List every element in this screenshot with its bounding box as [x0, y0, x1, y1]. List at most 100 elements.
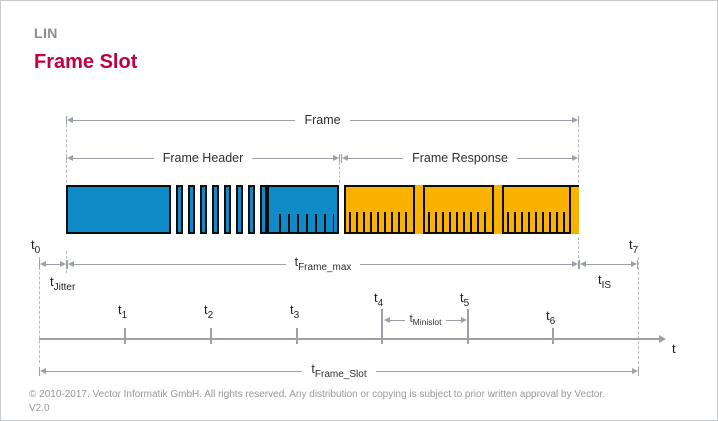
- frame-header-label: Frame Header: [162, 151, 244, 165]
- arrowhead-left-icon: [384, 317, 390, 323]
- bit-ticks: [507, 212, 566, 232]
- arrowhead-left-icon: [67, 117, 73, 123]
- page-title: Frame Slot: [34, 51, 138, 73]
- label-t-frame-slot: tFrame_Slot: [311, 362, 367, 380]
- dashed-line-t0: [39, 257, 40, 363]
- measure-line: [516, 157, 572, 159]
- arrowhead-right-icon: [631, 261, 637, 267]
- sync-pulse: [248, 185, 255, 234]
- sync-pulse: [260, 185, 267, 234]
- sync-pulse: [212, 185, 219, 234]
- bit-ticks: [279, 214, 334, 232]
- pid-field-block: [267, 185, 339, 234]
- frame-measure: Frame: [66, 113, 579, 127]
- sync-pulse: [200, 185, 207, 234]
- measure-endbar: [66, 259, 67, 269]
- tick-t2: [210, 328, 212, 344]
- measure-endbar: [637, 259, 638, 269]
- label-axis-t: t: [672, 341, 676, 356]
- sync-pulse: [176, 185, 183, 234]
- arrowhead-left-icon: [342, 155, 348, 161]
- label-t-frame-max: tFrame_max: [294, 255, 352, 273]
- tick-t3: [296, 328, 298, 344]
- label-t-minislot: tMinislot: [409, 313, 442, 327]
- sync-pulse: [224, 185, 231, 234]
- label-t0: t0: [31, 237, 41, 256]
- label-t7: t7: [629, 237, 639, 256]
- jitter-measure: [39, 257, 67, 271]
- arrowhead-right-icon: [632, 368, 639, 374]
- measure-line: [74, 263, 286, 265]
- frame-max-measure: tFrame_max: [67, 255, 579, 273]
- response-byte-block: [423, 185, 494, 234]
- bit-ticks: [428, 212, 489, 232]
- dashed-line-t7: [638, 257, 639, 369]
- minislot-measure: tMinislot: [384, 313, 467, 327]
- label-t5: t5: [460, 290, 470, 309]
- measure-line: [446, 319, 461, 321]
- signal-waveform: [66, 185, 579, 234]
- measure-endbar: [341, 153, 342, 163]
- response-end-strip: [571, 185, 579, 234]
- measure-line: [252, 157, 333, 159]
- label-t2: t2: [204, 302, 214, 321]
- label-t3: t3: [290, 302, 300, 321]
- tick-t1: [124, 328, 126, 344]
- label-t1: t1: [118, 302, 128, 321]
- measure-endbar: [578, 115, 579, 125]
- bit-ticks: [349, 212, 410, 232]
- arrowhead-left-icon: [40, 368, 46, 374]
- response-byte-block: [502, 185, 571, 234]
- frame-label: Frame: [304, 113, 341, 127]
- dashed-line-frame-end-lower: [578, 237, 579, 258]
- dashed-line-frame-end: [578, 124, 579, 183]
- axis-line: [39, 338, 659, 340]
- measure-endbar: [638, 366, 640, 376]
- arrowhead-left-icon: [68, 261, 74, 267]
- measure-line: [375, 370, 633, 372]
- label-t4: t4: [374, 290, 384, 309]
- arrowhead-left-icon: [40, 261, 46, 267]
- frame-response-label: Frame Response: [412, 151, 508, 165]
- arrowhead-left-icon: [580, 261, 586, 267]
- measure-line: [586, 263, 631, 265]
- dashed-line-frame-start: [66, 124, 67, 183]
- measure-line: [349, 119, 572, 121]
- measure-endbar: [39, 366, 40, 376]
- frame-header-measure: Frame Header: [66, 151, 340, 165]
- label-t-is: tIS: [598, 272, 612, 291]
- measure-endbar: [39, 259, 40, 269]
- version-text: V2.0: [29, 403, 50, 414]
- tick-t5: [467, 309, 469, 344]
- tick-t4: [381, 309, 383, 344]
- response-byte-block: [344, 185, 415, 234]
- time-axis: [39, 335, 666, 343]
- interframe-space-measure: [579, 257, 638, 271]
- arrowhead-right-icon: [572, 155, 578, 161]
- arrowhead-right-icon: [60, 261, 66, 267]
- label-t6: t6: [546, 308, 556, 327]
- measure-endbar: [67, 259, 68, 269]
- measure-line: [46, 370, 303, 372]
- measure-line: [390, 319, 405, 321]
- measure-line: [360, 263, 572, 265]
- dashed-line-header-response-boundary: [339, 162, 340, 183]
- measure-endbar: [339, 153, 340, 163]
- measure-endbar: [66, 115, 67, 125]
- measure-endbar: [578, 259, 579, 269]
- arrowhead-right-icon: [461, 317, 467, 323]
- measure-line: [46, 263, 60, 265]
- arrowhead-right-icon: [572, 261, 578, 267]
- arrowhead-left-icon: [67, 155, 73, 161]
- measure-line: [73, 119, 296, 121]
- frame-response-measure: Frame Response: [341, 151, 579, 165]
- arrowhead-right-icon: [333, 155, 339, 161]
- category-label: LIN: [34, 25, 58, 41]
- frame-slot-measure: tFrame_Slot: [39, 362, 640, 380]
- measure-line: [73, 157, 154, 159]
- measure-line: [348, 157, 404, 159]
- label-t-jitter: tJitter: [50, 274, 76, 293]
- sync-pulse: [188, 185, 195, 234]
- copyright-text: © 2010-2017. Vector Informatik GmbH. All…: [29, 389, 605, 400]
